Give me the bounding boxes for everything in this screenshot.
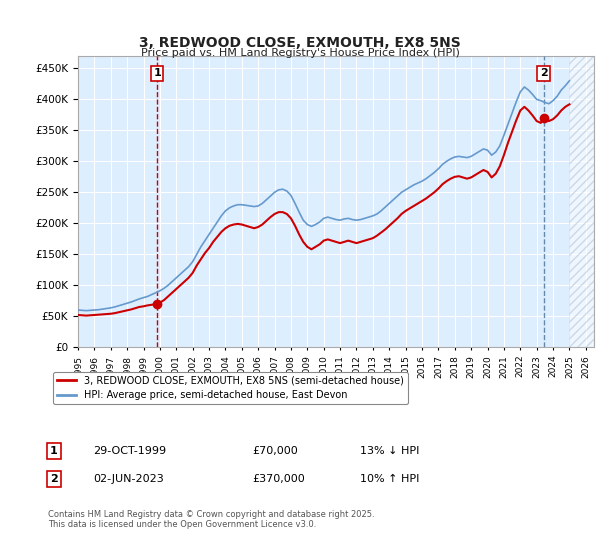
Text: 29-OCT-1999: 29-OCT-1999 bbox=[93, 446, 166, 456]
Text: 1: 1 bbox=[50, 446, 58, 456]
Bar bbox=[569, 56, 594, 347]
Text: 1: 1 bbox=[153, 68, 161, 78]
Text: 3, REDWOOD CLOSE, EXMOUTH, EX8 5NS: 3, REDWOOD CLOSE, EXMOUTH, EX8 5NS bbox=[139, 36, 461, 50]
Text: 10% ↑ HPI: 10% ↑ HPI bbox=[360, 474, 419, 484]
Text: £70,000: £70,000 bbox=[252, 446, 298, 456]
Text: Contains HM Land Registry data © Crown copyright and database right 2025.
This d: Contains HM Land Registry data © Crown c… bbox=[48, 510, 374, 529]
Text: 13% ↓ HPI: 13% ↓ HPI bbox=[360, 446, 419, 456]
Text: 2: 2 bbox=[539, 68, 547, 78]
Legend: 3, REDWOOD CLOSE, EXMOUTH, EX8 5NS (semi-detached house), HPI: Average price, se: 3, REDWOOD CLOSE, EXMOUTH, EX8 5NS (semi… bbox=[53, 372, 408, 404]
Text: 2: 2 bbox=[50, 474, 58, 484]
Text: Price paid vs. HM Land Registry's House Price Index (HPI): Price paid vs. HM Land Registry's House … bbox=[140, 48, 460, 58]
Text: £370,000: £370,000 bbox=[252, 474, 305, 484]
Text: 02-JUN-2023: 02-JUN-2023 bbox=[93, 474, 164, 484]
